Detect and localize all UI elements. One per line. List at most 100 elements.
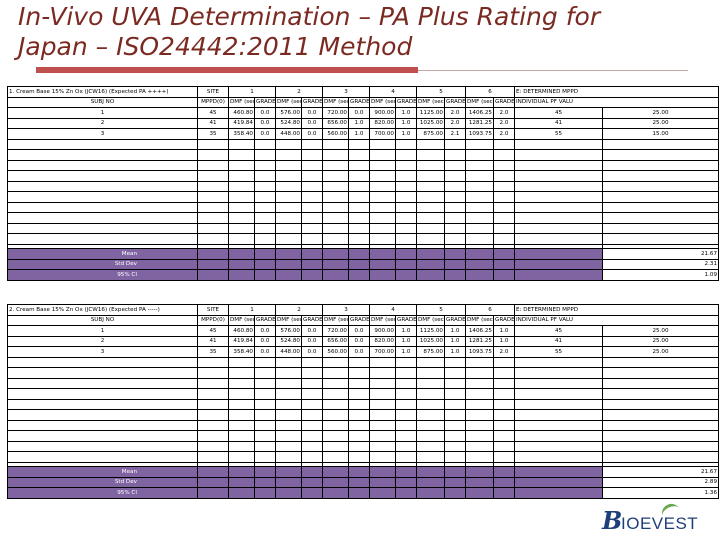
column-subheader: GRADE	[254, 96, 276, 108]
determined-mppd-header: E: DETERMINED MPPD	[513, 86, 720, 98]
empty-row	[7, 222, 720, 234]
data-cell: 419.84	[228, 335, 255, 347]
empty-cell	[444, 451, 466, 463]
empty-cell	[254, 356, 276, 368]
empty-row	[7, 419, 720, 431]
data-row: 2 41 419.84 0.0 524.80 0.0 656.00 1.0 820.00 1.0 1…	[7, 117, 720, 129]
empty-cell	[228, 201, 255, 213]
title-rule	[418, 70, 688, 71]
empty-cell	[275, 440, 302, 452]
empty-cell	[7, 159, 198, 171]
empty-cell	[444, 212, 466, 224]
empty-cell	[348, 356, 370, 368]
empty-cell	[301, 170, 323, 182]
empty-cell	[254, 159, 276, 171]
empty-cell	[301, 356, 323, 368]
data-cell: 0.0	[348, 346, 370, 358]
subject-number-label: SUBJ NO	[7, 96, 198, 108]
data-cell: 358.40	[228, 128, 255, 140]
empty-cell	[514, 233, 603, 245]
empty-cell	[322, 440, 349, 452]
empty-cell	[395, 180, 417, 192]
empty-cell	[601, 222, 720, 234]
empty-cell	[348, 149, 370, 161]
stat-value: 2.31	[601, 258, 720, 270]
data-cell: 2.0	[493, 117, 515, 129]
empty-cell	[228, 430, 255, 442]
site-number: 4	[369, 86, 417, 98]
stat-empty-cell	[514, 258, 603, 270]
empty-cell	[254, 367, 276, 379]
subject-number: 3	[7, 128, 198, 140]
empty-cell	[254, 170, 276, 182]
stat-empty-cell	[197, 258, 229, 270]
data-cell: 41	[197, 335, 229, 347]
data-cell: 720.00	[322, 325, 349, 337]
empty-cell	[254, 398, 276, 410]
empty-cell	[444, 233, 466, 245]
empty-cell	[301, 398, 323, 410]
empty-cell	[322, 419, 349, 431]
empty-cell	[493, 451, 515, 463]
stat-empty-cell	[254, 487, 276, 499]
data-row: 3 35 358.40 0.0 448.00 0.0 560.00 1.0 700.00 1.0 8…	[7, 128, 720, 140]
empty-cell	[322, 149, 349, 161]
data-cell: 25.00	[601, 107, 720, 119]
empty-cell	[275, 398, 302, 410]
empty-cell	[444, 159, 466, 171]
column-subheader: GRADE	[395, 314, 417, 326]
stat-label: Mean	[7, 466, 198, 478]
empty-cell	[322, 451, 349, 463]
empty-cell	[465, 440, 494, 452]
empty-cell	[514, 398, 603, 410]
site-number: 3	[322, 304, 370, 316]
stat-empty-cell	[197, 487, 229, 499]
empty-cell	[514, 451, 603, 463]
data-cell: 0.0	[301, 325, 323, 337]
empty-cell	[197, 356, 229, 368]
stat-empty-cell	[493, 466, 515, 478]
stat-empty-cell	[444, 269, 466, 281]
stat-empty-cell	[369, 487, 396, 499]
empty-cell	[7, 388, 198, 400]
empty-cell	[275, 233, 302, 245]
empty-cell	[444, 409, 466, 421]
empty-cell	[493, 233, 515, 245]
empty-cell	[601, 367, 720, 379]
empty-cell	[348, 212, 370, 224]
empty-cell	[416, 419, 445, 431]
empty-cell	[493, 409, 515, 421]
empty-cell	[444, 356, 466, 368]
empty-cell	[514, 222, 603, 234]
empty-cell	[601, 356, 720, 368]
stat-value: 21.67	[601, 248, 720, 260]
site-number: 1	[228, 304, 276, 316]
stat-empty-cell	[465, 269, 494, 281]
empty-row	[7, 170, 720, 182]
empty-cell	[275, 191, 302, 203]
empty-cell	[465, 419, 494, 431]
empty-cell	[416, 440, 445, 452]
data-cell: 1.0	[395, 107, 417, 119]
empty-cell	[7, 222, 198, 234]
stat-label: Std Dev	[7, 476, 198, 488]
data-cell: 460.80	[228, 107, 255, 119]
data-cell: 1281.25	[465, 117, 494, 129]
empty-cell	[601, 451, 720, 463]
data-cell: 15.00	[601, 128, 720, 140]
stat-empty-cell	[228, 466, 255, 478]
column-subheader: DMF (sec)	[322, 314, 349, 326]
empty-cell	[465, 180, 494, 192]
empty-cell	[254, 419, 276, 431]
stat-empty-cell	[465, 476, 494, 488]
data-row: 1 45 460.80 0.0 576.00 0.0 720.00 0.0 900.00 1.0 1…	[7, 325, 720, 337]
empty-cell	[228, 212, 255, 224]
empty-cell	[493, 159, 515, 171]
empty-cell	[369, 356, 396, 368]
empty-cell	[7, 419, 198, 431]
data-cell: 45	[514, 325, 603, 337]
empty-cell	[416, 398, 445, 410]
empty-cell	[395, 159, 417, 171]
data-cell: 358.40	[228, 346, 255, 358]
